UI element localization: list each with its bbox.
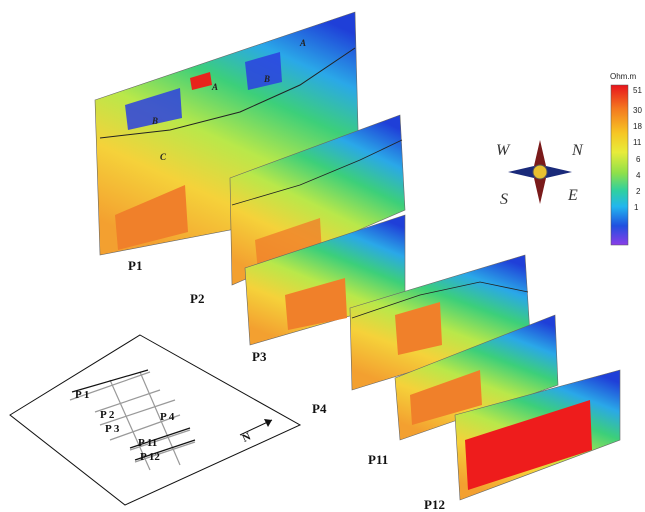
north-label: N <box>240 431 252 445</box>
section-label: P11 <box>368 452 388 467</box>
map-label: P 4 <box>160 411 175 423</box>
legend-label: 51 <box>633 86 642 95</box>
legend-label: 11 <box>633 138 642 147</box>
section-label: P1 <box>128 258 142 273</box>
layer-label: B <box>263 74 270 84</box>
section-label: P12 <box>424 497 445 512</box>
legend-label: 18 <box>633 122 642 131</box>
map-label: P 12 <box>140 451 160 463</box>
legend-title: Ohm.m <box>610 72 637 81</box>
legend-label: 1 <box>634 203 639 212</box>
map-label: P 11 <box>138 437 157 449</box>
map-label: P 3 <box>105 423 120 435</box>
legend-label: 30 <box>633 106 642 115</box>
compass-letter: W <box>496 142 511 159</box>
section-label: P4 <box>312 401 327 416</box>
layer-label: A <box>299 38 306 48</box>
legend-label: 4 <box>636 171 641 180</box>
legend-label: 2 <box>636 187 641 196</box>
compass-letter: N <box>571 142 584 159</box>
compass-letter: S <box>500 191 508 208</box>
layer-label: C <box>160 152 167 162</box>
layer-label: B <box>151 116 158 126</box>
map-label: P 2 <box>100 409 115 421</box>
compass: W N S E <box>496 140 584 208</box>
section-label: P2 <box>190 291 204 306</box>
figure: B C A B A P1 P2 P3 P4 P11 P12 <box>0 0 645 512</box>
compass-letter: E <box>567 187 578 204</box>
map-label: P 1 <box>75 389 89 401</box>
legend-label: 6 <box>636 155 641 164</box>
color-scale: Ohm.m 51 30 18 11 6 4 2 1 <box>610 72 642 245</box>
section-label: P3 <box>252 349 267 364</box>
layer-label: A <box>211 82 218 92</box>
